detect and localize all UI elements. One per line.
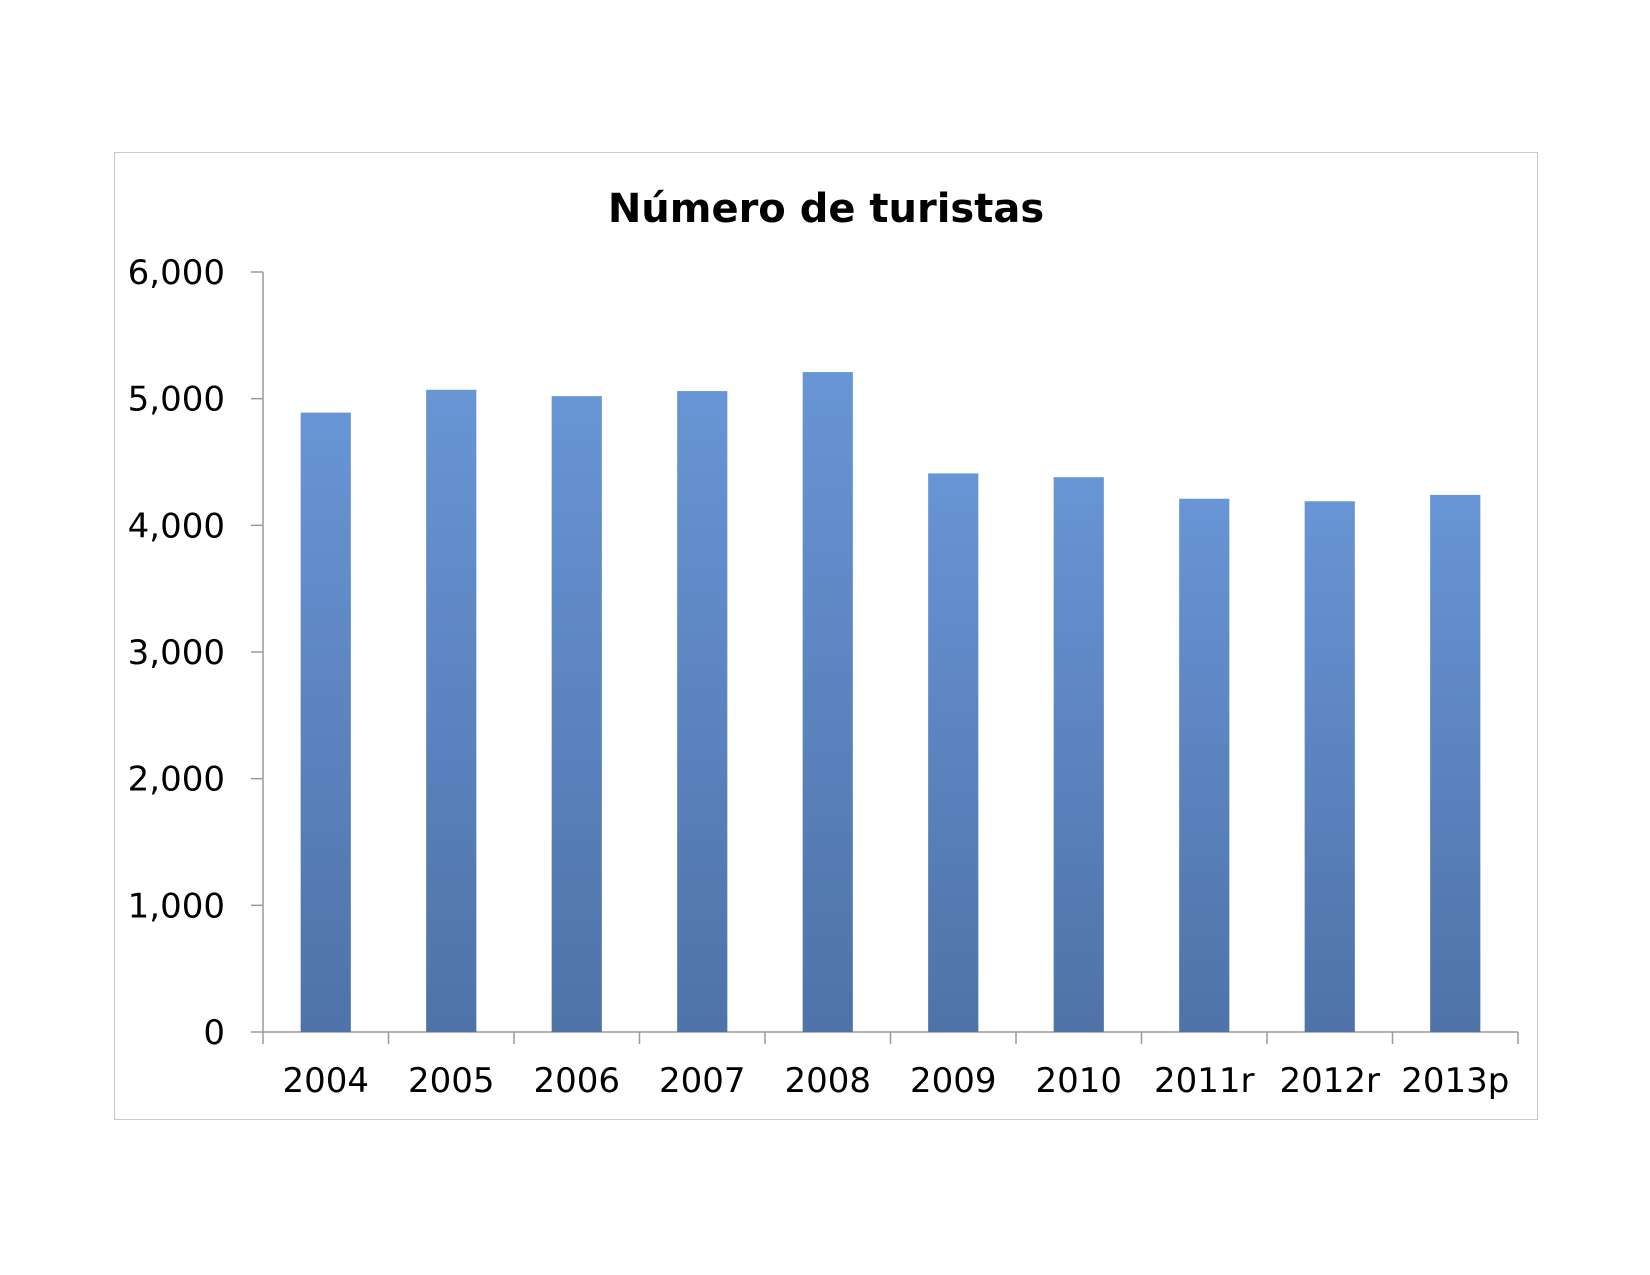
bar-2007 — [677, 391, 728, 1033]
x-tick-label: 2009 — [910, 1061, 997, 1101]
bars — [300, 372, 1481, 1033]
bar-2011r — [1179, 498, 1230, 1032]
y-tick-label: 3,000 — [128, 633, 225, 673]
bar-2005 — [426, 389, 477, 1032]
bar-2013p — [1430, 494, 1481, 1032]
x-tick-label: 2011r — [1154, 1061, 1255, 1101]
y-tick-label: 1,000 — [128, 886, 225, 926]
x-tick-label: 2007 — [659, 1061, 746, 1101]
x-tick-label: 2008 — [784, 1061, 871, 1101]
chart-title: Número de turistas — [608, 186, 1044, 232]
bar-2008 — [802, 372, 853, 1033]
bar-2010 — [1053, 477, 1104, 1032]
y-tick-label: 2,000 — [128, 760, 225, 800]
y-tick-label: 5,000 — [128, 380, 225, 420]
y-tick-label: 4,000 — [128, 506, 225, 546]
bar-2006 — [551, 396, 602, 1033]
x-tick-label: 2006 — [533, 1061, 620, 1101]
bar-2012r — [1304, 501, 1355, 1032]
y-tick-label: 6,000 — [128, 253, 225, 293]
y-tick-label: 0 — [203, 1013, 225, 1053]
y-axis: 0 1,000 2,000 3,000 4,000 5,000 6,000 — [128, 253, 264, 1053]
x-tick-label: 2005 — [408, 1061, 495, 1101]
bar-2004 — [300, 412, 351, 1033]
x-tick-label: 2004 — [282, 1061, 369, 1101]
x-tick-label: 2013p — [1401, 1061, 1509, 1101]
x-axis: 2004 2005 2006 2007 2008 2009 2010 2011r 2012r 20… — [262, 1031, 1519, 1101]
x-tick-label: 2010 — [1035, 1061, 1122, 1101]
bar-2009 — [928, 473, 979, 1032]
x-tick-label: 2012r — [1279, 1061, 1380, 1101]
